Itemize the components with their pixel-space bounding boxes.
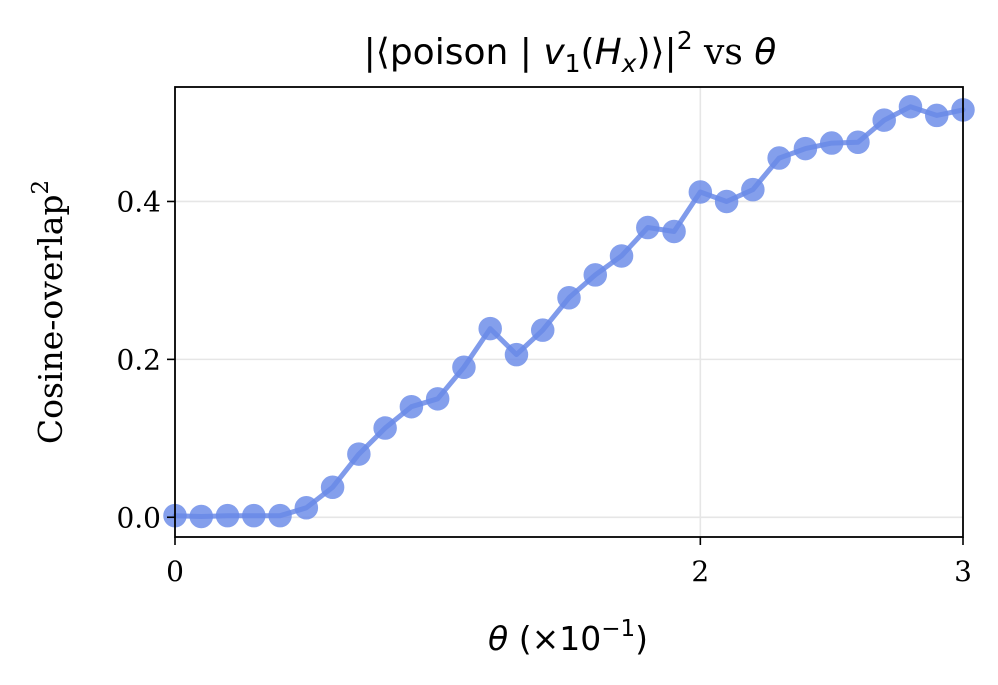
y-tick-label: 0.4	[116, 185, 161, 218]
data-point	[583, 263, 608, 287]
data-point	[872, 108, 896, 132]
data-point	[662, 219, 686, 244]
data-point	[741, 177, 765, 202]
data-point	[688, 180, 713, 204]
x-tick-label: 0	[166, 555, 184, 588]
chart-title: |⟨poison | v1(Hx)⟩|2 vs θ	[364, 26, 777, 78]
data-point	[268, 503, 292, 528]
data-point	[557, 286, 581, 310]
x-tick-label: 2	[691, 555, 709, 588]
data-point	[478, 316, 502, 341]
data-point	[399, 394, 424, 419]
data-point	[898, 94, 923, 119]
data-point	[504, 342, 529, 367]
series-line	[172, 104, 966, 519]
data-point	[846, 130, 870, 155]
y-tick-label: 0.2	[116, 343, 161, 376]
y-axis-label: Cosine-overlap2	[28, 180, 70, 444]
x-tick-label: 3	[954, 555, 972, 588]
series-layer	[163, 94, 975, 529]
data-point	[714, 189, 739, 214]
data-point	[609, 244, 634, 268]
data-point	[320, 475, 345, 500]
plot-frame	[174, 86, 964, 538]
data-point	[793, 136, 818, 161]
data-point	[347, 442, 371, 466]
axis-ticks: 0 2 3 0.0 0.2 0.4	[116, 185, 971, 588]
data-point	[636, 215, 660, 240]
data-point	[425, 387, 450, 411]
data-point	[924, 103, 949, 128]
data-point	[819, 131, 844, 155]
data-point	[452, 355, 476, 380]
grid-lines	[175, 87, 963, 537]
data-point	[294, 496, 319, 520]
x-axis-label: θ (×10−1)	[488, 616, 648, 658]
data-point	[215, 503, 240, 528]
data-point	[373, 416, 397, 440]
y-tick-label: 0.0	[116, 501, 161, 534]
data-point	[530, 318, 555, 342]
data-point	[242, 503, 266, 528]
data-point	[189, 504, 214, 529]
data-point	[767, 146, 791, 170]
